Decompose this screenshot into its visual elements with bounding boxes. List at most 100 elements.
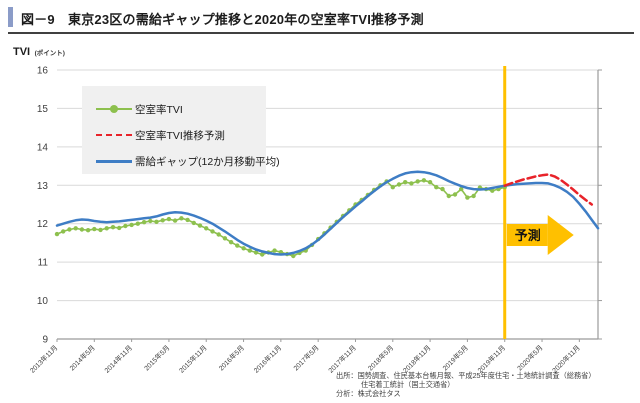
- forecast-arrow-label: 予測: [515, 228, 541, 243]
- x-tick-label: 2017年11月: [326, 343, 358, 375]
- series-marker: [427, 180, 433, 185]
- source-note: 出所：国勢調査、住民基本台帳月報、平成25年度住宅・土地統計調査（総務省） 住宅…: [336, 371, 596, 399]
- series-marker: [54, 231, 60, 237]
- legend-swatch-blue-line: [96, 159, 132, 163]
- x-tick-label: 2016年5月: [217, 343, 246, 372]
- y-tick-label: 14: [37, 142, 49, 153]
- series-marker: [85, 228, 91, 233]
- series-marker: [129, 222, 134, 228]
- legend-item-supply-demand-gap: 需給ギャップ(12か月移動平均): [96, 148, 280, 174]
- x-tick-label: 2019年5月: [440, 343, 469, 372]
- series-marker: [160, 218, 165, 223]
- series-marker: [73, 226, 78, 231]
- source-line-1: 出所：国勢調査、住民基本台帳月報、平成25年度住宅・土地統計調査（総務省）: [336, 371, 596, 380]
- y-axis-title: TVI (ポイント): [13, 42, 65, 60]
- series-marker: [166, 216, 172, 222]
- series-marker: [228, 240, 234, 245]
- legend-label: 空室率TVI: [135, 103, 183, 116]
- series-marker: [291, 253, 296, 259]
- forecast-arrow-body: [506, 224, 548, 246]
- legend-swatch-red-dashed: [96, 134, 132, 136]
- y-tick-label: 12: [37, 219, 49, 230]
- series-marker: [235, 243, 240, 248]
- series-marker: [247, 248, 252, 253]
- x-tick-label: 2018年11月: [401, 343, 433, 375]
- series-marker: [272, 248, 277, 253]
- y-tick-label: 13: [37, 181, 49, 192]
- series-marker: [241, 246, 246, 251]
- series-marker: [222, 236, 228, 241]
- series-marker: [409, 181, 414, 186]
- series-marker: [465, 195, 470, 200]
- source-line-2: 住宅着工統計（国土交通省）: [361, 380, 455, 390]
- y-tick-label: 11: [38, 258, 49, 269]
- series-marker: [415, 179, 420, 184]
- series-marker: [191, 220, 196, 226]
- series-marker: [185, 217, 190, 223]
- x-tick-label: 2020年11月: [550, 343, 582, 375]
- x-tick-label: 2014年5月: [67, 343, 96, 372]
- series-marker: [110, 225, 116, 230]
- series-marker: [117, 225, 122, 231]
- series-marker: [67, 227, 72, 232]
- series-marker: [154, 219, 159, 224]
- y-tick-label: 9: [42, 335, 48, 346]
- forecast-arrow-head: [547, 215, 574, 255]
- y-axis-title-text: TVI: [13, 46, 31, 58]
- series-marker: [440, 186, 445, 192]
- series-marker: [135, 221, 140, 226]
- series-marker: [210, 229, 215, 234]
- series-line-1: [503, 173, 594, 206]
- series-marker: [148, 218, 153, 224]
- series-marker: [197, 223, 203, 228]
- series-marker: [216, 232, 221, 237]
- x-tick-label: 2018年5月: [366, 343, 395, 372]
- x-tick-label: 2017年5月: [291, 343, 320, 372]
- x-tick-label: 2013年11月: [28, 343, 60, 375]
- y-tick-label: 15: [37, 104, 49, 115]
- title-rule: [8, 32, 634, 34]
- series-marker: [141, 220, 147, 225]
- legend-item-vacancy-tvi: 空室率TVI: [96, 96, 266, 122]
- series-marker: [92, 226, 97, 232]
- x-tick-label: 2015年5月: [142, 343, 171, 372]
- series-marker: [123, 223, 128, 229]
- legend-label: 需給ギャップ(12か月移動平均): [135, 155, 280, 168]
- x-tick-label: 2015年11月: [177, 343, 209, 375]
- figure-title: 図－9 東京23区の需給ギャップ推移と2020年の空室率TVI推移予測: [21, 12, 424, 27]
- y-tick-label: 10: [37, 296, 49, 307]
- series-marker: [421, 178, 427, 183]
- x-tick-label: 2016年11月: [252, 343, 284, 375]
- series-marker: [459, 186, 464, 192]
- series-marker: [471, 193, 476, 199]
- series-marker: [172, 218, 178, 223]
- y-axis-title-unit: (ポイント): [34, 50, 65, 57]
- legend-label: 空室率TVI推移予測: [135, 129, 225, 142]
- series-marker: [79, 227, 85, 232]
- x-tick-label: 2014年11月: [102, 343, 134, 375]
- legend-swatch-green-line-marker: [96, 105, 132, 113]
- series-marker: [104, 226, 109, 231]
- series-marker: [446, 193, 451, 199]
- title-accent-bar: [8, 7, 13, 27]
- series-marker: [396, 182, 402, 187]
- series-marker: [204, 226, 209, 231]
- series-marker: [260, 252, 265, 257]
- x-tick-label: 2020年5月: [515, 343, 544, 372]
- x-tick-label: 2019年11月: [475, 343, 507, 375]
- y-tick-label: 16: [37, 66, 49, 77]
- legend-item-vacancy-tvi-forecast: 空室率TVI推移予測: [96, 122, 266, 148]
- chart-legend: 空室率TVI 空室率TVI推移予測 需給ギャップ(12か月移動平均): [82, 86, 280, 174]
- series-marker: [403, 180, 408, 185]
- series-marker: [253, 250, 259, 255]
- series-marker: [61, 229, 66, 234]
- series-marker: [434, 185, 439, 190]
- analysis-line: 分析：株式会社タス: [336, 389, 401, 399]
- series-line-0: [56, 179, 506, 257]
- series-marker: [490, 188, 495, 193]
- series-marker: [179, 216, 184, 221]
- series-marker: [452, 192, 458, 197]
- series-marker: [390, 185, 395, 190]
